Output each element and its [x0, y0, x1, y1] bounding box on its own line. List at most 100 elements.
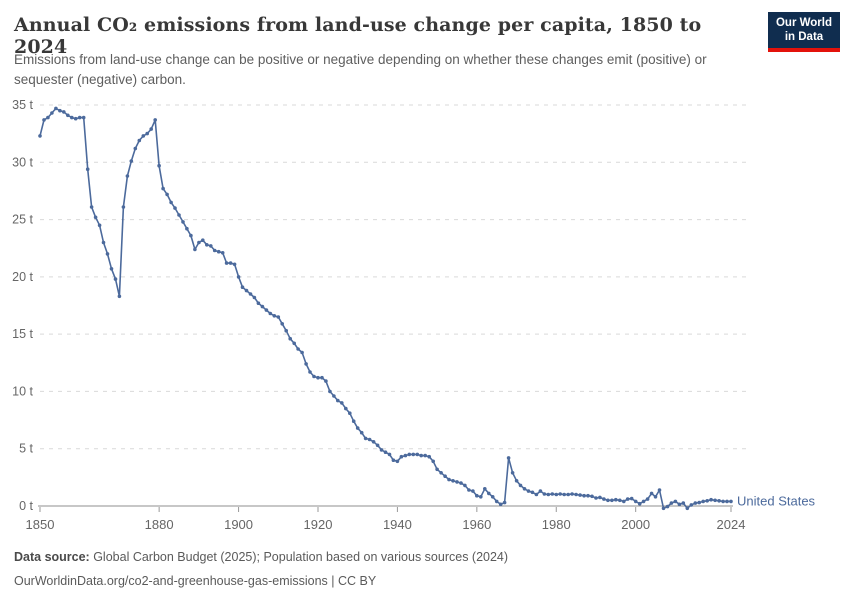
- owid-logo-line2: in Data: [784, 31, 824, 43]
- data-point: [220, 251, 225, 255]
- data-point: [526, 489, 531, 493]
- data-point: [502, 500, 507, 505]
- data-point: [637, 501, 642, 506]
- data-point: [216, 249, 221, 254]
- data-point: [371, 440, 376, 444]
- data-point: [606, 498, 610, 503]
- data-point: [248, 292, 253, 296]
- data-point: [193, 247, 197, 252]
- data-point: [240, 285, 245, 290]
- data-point: [625, 497, 630, 501]
- data-point: [729, 499, 733, 504]
- data-point: [578, 493, 582, 497]
- data-point: [379, 448, 384, 452]
- data-point: [705, 499, 709, 503]
- data-point: [244, 288, 249, 293]
- data-point: [602, 497, 606, 501]
- data-point: [558, 492, 562, 496]
- data-point: [157, 163, 161, 168]
- data-point: [494, 499, 499, 504]
- data-point: [701, 499, 705, 504]
- data-point: [415, 452, 420, 457]
- data-point: [205, 243, 209, 247]
- data-point: [312, 374, 316, 379]
- data-point: [669, 501, 674, 505]
- data-point: [212, 248, 217, 253]
- data-point: [316, 375, 320, 380]
- y-axis-label-35: 35 t: [12, 98, 33, 112]
- data-point: [419, 453, 424, 458]
- data-point: [256, 301, 261, 306]
- data-point: [665, 504, 670, 509]
- data-point: [713, 498, 717, 503]
- data-point: [490, 495, 495, 499]
- data-point: [272, 314, 277, 318]
- data-point: [463, 483, 467, 488]
- data-point: [129, 159, 134, 163]
- data-point: [232, 262, 237, 267]
- data-point: [300, 350, 304, 355]
- data-point: [566, 492, 570, 497]
- owid-logo-line1: Our World: [775, 16, 832, 29]
- data-point: [375, 443, 380, 448]
- data-point: [296, 347, 300, 351]
- data-point: [304, 362, 308, 366]
- data-point: [81, 115, 86, 120]
- data-point: [93, 215, 98, 220]
- data-point: [201, 238, 205, 242]
- data-point: [562, 492, 566, 497]
- data-point: [451, 479, 455, 483]
- data-point: [359, 430, 364, 435]
- data-point: [344, 406, 348, 411]
- x-axis-label-1880: 1880: [145, 517, 174, 532]
- data-point: [252, 295, 257, 300]
- data-point: [582, 493, 586, 498]
- data-point: [141, 134, 146, 138]
- data-point: [431, 459, 436, 464]
- data-point: [518, 483, 523, 488]
- data-point: [685, 506, 690, 511]
- data-point: [324, 379, 328, 383]
- data-point: [677, 502, 682, 507]
- data-point: [50, 111, 54, 115]
- data-point: [332, 394, 336, 398]
- data-point: [530, 490, 535, 495]
- data-point: [550, 492, 555, 496]
- data-point: [574, 492, 578, 497]
- data-point: [268, 311, 273, 316]
- data-point: [280, 322, 285, 326]
- data-point: [423, 453, 428, 458]
- data-source-label: Data source:: [14, 550, 90, 564]
- chart-footer: Data source: Global Carbon Budget (2025)…: [14, 546, 834, 594]
- data-point: [153, 118, 157, 122]
- data-point: [363, 436, 368, 441]
- data-point: [58, 108, 62, 113]
- x-axis-label-1850: 1850: [26, 517, 55, 532]
- data-point: [264, 308, 269, 312]
- data-point: [641, 499, 646, 504]
- license-line[interactable]: OurWorldinData.org/co2-and-greenhouse-ga…: [14, 573, 377, 588]
- data-point: [542, 492, 547, 496]
- data-point: [54, 106, 58, 111]
- data-point: [46, 115, 50, 120]
- data-point: [534, 492, 539, 497]
- data-point: [506, 456, 511, 460]
- series-label[interactable]: United States: [737, 493, 816, 508]
- data-point: [614, 497, 618, 502]
- data-point: [598, 495, 602, 500]
- data-point: [308, 370, 312, 374]
- data-point: [538, 489, 543, 493]
- owid-logo[interactable]: Our World in Data: [768, 12, 840, 52]
- data-point: [181, 220, 185, 224]
- data-point: [427, 454, 432, 459]
- data-point: [391, 458, 396, 463]
- data-point: [185, 226, 189, 231]
- data-point: [546, 492, 551, 497]
- x-axis-label-1900: 1900: [224, 517, 253, 532]
- data-point: [649, 491, 654, 496]
- data-point: [173, 206, 177, 210]
- data-point: [610, 498, 614, 503]
- data-point: [121, 205, 126, 209]
- data-point: [348, 411, 352, 416]
